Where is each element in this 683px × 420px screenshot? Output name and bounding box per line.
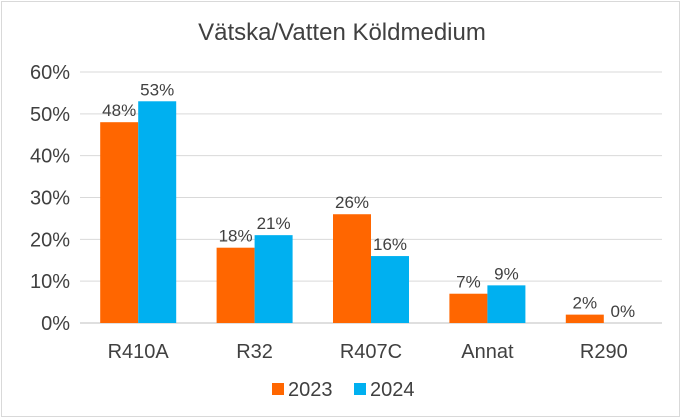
y-tick-label: 30%: [30, 188, 70, 210]
data-labels: 48%53% 18%21% 26% 16% 7% 9% 2% 0%: [102, 80, 635, 321]
data-label-2023-Annat: 7%: [456, 273, 481, 292]
bar-2023-R407C: [333, 214, 371, 323]
legend-swatch-2023: [272, 383, 284, 395]
bar-2023-R32: [216, 247, 255, 323]
bar-2023-Annat: [449, 293, 488, 323]
bar-2024-R410A: [138, 101, 177, 324]
y-tick-label: 10%: [30, 271, 70, 293]
chart-title: Vätska/Vatten Köldmedium: [198, 19, 486, 46]
bar-2024-R32: [254, 235, 293, 323]
x-axis-categories: R410A R32 R407C Annat R290: [108, 341, 628, 363]
data-label-2024-R290: 0%: [611, 302, 636, 321]
legend-swatch-2024: [354, 383, 366, 395]
legend-label-2024: 2024: [370, 379, 415, 401]
data-label-2024-R410A: 53%: [140, 80, 174, 99]
y-axis-ticks: 0% 10% 20% 30% 40% 50% 60%: [30, 62, 70, 335]
x-category-label: R290: [580, 341, 628, 363]
data-label-2023-R410A: 48%: [102, 101, 136, 120]
data-label-2024-R407C: 16%: [373, 235, 407, 254]
legend: 2023 2024: [272, 379, 415, 401]
y-tick-label: 40%: [30, 146, 70, 168]
y-tick-label: 60%: [30, 62, 70, 84]
legend-label-2023: 2023: [288, 379, 333, 401]
x-category-label: R410A: [108, 341, 170, 363]
data-label-2023-R407C: 26%: [335, 193, 369, 212]
x-category-label: R407C: [340, 341, 402, 363]
bars: [100, 101, 604, 324]
y-tick-label: 0%: [41, 313, 70, 335]
data-label-2024-Annat: 9%: [494, 264, 519, 283]
y-tick-label: 20%: [30, 229, 70, 251]
data-label-2023-R290: 2%: [573, 294, 598, 313]
bar-2023-R410A: [100, 122, 139, 323]
x-category-label: R32: [236, 341, 273, 363]
data-label-2024-R32: 21%: [257, 214, 291, 233]
y-tick-label: 50%: [30, 104, 70, 126]
bar-2024-R407C: [371, 256, 409, 323]
bar-2023-R290: [565, 314, 604, 323]
bar-2024-Annat: [487, 285, 526, 323]
x-category-label: Annat: [461, 341, 514, 363]
data-label-2023-R32: 18%: [219, 227, 253, 246]
